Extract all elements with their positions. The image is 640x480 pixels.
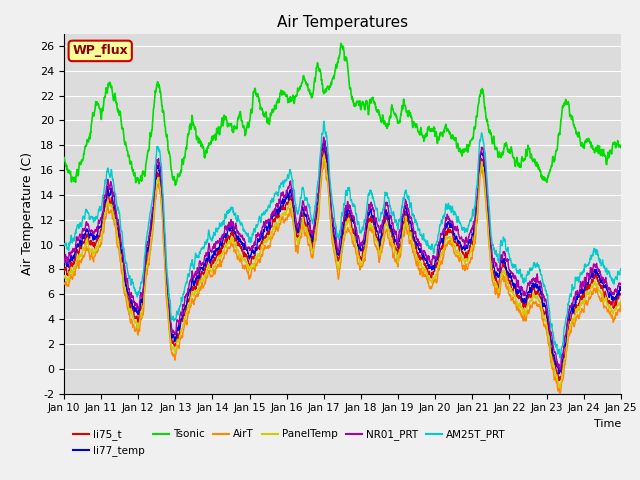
Y-axis label: Air Temperature (C): Air Temperature (C) — [22, 152, 35, 275]
Text: WP_flux: WP_flux — [72, 44, 128, 58]
Title: Air Temperatures: Air Temperatures — [277, 15, 408, 30]
Legend: li75_t, li77_temp, Tsonic, AirT, PanelTemp, NR01_PRT, AM25T_PRT: li75_t, li77_temp, Tsonic, AirT, PanelTe… — [69, 425, 509, 460]
X-axis label: Time: Time — [593, 419, 621, 429]
